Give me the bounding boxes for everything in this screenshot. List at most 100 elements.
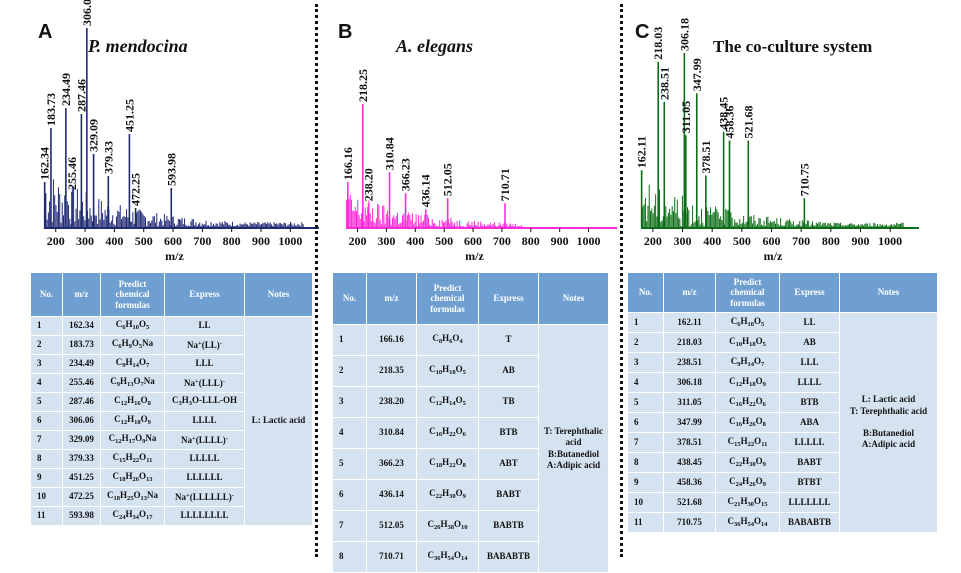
cell-express: Na+(LLLL)- <box>164 430 245 450</box>
cell-formula: C22H30O9 <box>416 479 479 511</box>
cell-express: BABT <box>779 452 840 473</box>
cell-express: BABABTB <box>478 541 539 573</box>
peak-assignment-table: No. m/z Predict chemical formulas Express No… <box>332 272 609 573</box>
table-row: 11 593.98 C24H34O17 LLLLLLLL <box>30 506 313 526</box>
peak-label: 472.25 <box>129 173 143 206</box>
x-tick-label: 400 <box>703 234 721 248</box>
peak-label: 311.05 <box>679 101 693 133</box>
table-row: 7 329.09 C12H17O9Na Na+(LLLL)- <box>30 430 313 450</box>
table-row: 1 166.16 C8H6O4 T T: Terephthalic acid B:But… <box>332 324 609 573</box>
panel-letter: A <box>38 21 52 43</box>
spectrum-plot: B A. elegans 166.16 218.25 238.20 310.84366.2… <box>338 21 617 263</box>
x-tick-label: 700 <box>193 234 211 248</box>
peak-label: 183.73 <box>44 93 58 126</box>
cell-express: BABABTB <box>779 512 840 533</box>
cell-no: 5 <box>627 392 664 413</box>
cell-formula: C12H18O9 <box>715 372 780 393</box>
x-axis-label: m/z <box>764 249 783 263</box>
x-axis-label: m/z <box>165 249 184 263</box>
cell-no: 5 <box>30 392 63 412</box>
peak-assignment-table: No. m/z Predict chemical formulas Express No… <box>627 272 938 533</box>
x-tick-label: 700 <box>792 234 810 248</box>
table-row: 7 512.05 C26H38O10 BABTB <box>332 510 609 542</box>
table-row: 1 162.11 C6H10O5 LL L: Lactic acid T: Tereph… <box>627 312 938 533</box>
column-header: Predict chemical formulas <box>416 272 479 325</box>
cell-no: 9 <box>30 468 63 488</box>
cell-no: 4 <box>627 372 664 393</box>
cell-mz: 710.75 <box>663 512 716 533</box>
cell-mz: 287.46 <box>62 392 101 412</box>
cell-express: BTBT <box>779 472 840 493</box>
column-header: Predict chemical formulas <box>715 272 780 313</box>
x-tick-label: 300 <box>377 234 395 248</box>
cell-formula: C8H6O4 <box>416 324 479 356</box>
cell-express: T <box>478 324 539 356</box>
cell-mz: 162.11 <box>663 312 716 333</box>
cell-mz: 366.23 <box>366 448 417 480</box>
cell-express: BABT <box>478 479 539 511</box>
cell-formula: C12H14O5 <box>416 386 479 418</box>
peak-label: 166.16 <box>341 147 355 180</box>
column-header: Notes <box>244 272 313 317</box>
cell-express: ABA <box>779 412 840 433</box>
cell-express: LLLL <box>164 411 245 431</box>
x-tick-label: 1000 <box>577 234 601 248</box>
cell-express: LL <box>779 312 840 333</box>
peak-label: 162.34 <box>38 147 52 180</box>
x-tick-label: 1000 <box>278 234 302 248</box>
peak-label: 218.03 <box>651 27 665 60</box>
x-tick-label: 200 <box>349 234 367 248</box>
cell-no: 7 <box>30 430 63 450</box>
cell-formula: C6H9O5Na <box>100 335 165 355</box>
table-row: 5 311.05 C16H22O6 BTB <box>627 392 938 413</box>
cell-express: LLLLL <box>164 449 245 469</box>
cell-mz: 379.33 <box>62 449 101 469</box>
table-header-row: No. m/z Predict chemical formulas Express No… <box>30 272 313 317</box>
x-tick-label: 800 <box>822 234 840 248</box>
panel-letter: C <box>635 21 649 43</box>
cell-no: 2 <box>332 355 367 387</box>
table-row: 4 310.84 C16H22O6 BTB <box>332 417 609 449</box>
cell-express: TB <box>478 386 539 418</box>
cell-express: LLLLLLLL <box>164 506 245 526</box>
peak-label: 366.23 <box>399 158 413 191</box>
cell-formula: C12H18O9 <box>100 411 165 431</box>
x-tick-label: 300 <box>674 234 692 248</box>
cell-mz: 378.51 <box>663 432 716 453</box>
cell-formula: C10H18O5 <box>715 332 780 353</box>
x-tick-label: 300 <box>76 234 94 248</box>
cell-formula: C36H54O14 <box>416 541 479 573</box>
column-header: Notes <box>839 272 938 313</box>
x-tick-label: 800 <box>223 234 241 248</box>
cell-no: 1 <box>332 324 367 356</box>
cell-no: 1 <box>30 316 63 336</box>
table-row: 11 710.75 C36H54O14 BABABTB <box>627 512 938 533</box>
panel-b: B A. elegans 166.16 218.25 238.20 310.84 366.2… <box>318 0 620 573</box>
chart-title: A. elegans <box>395 36 473 56</box>
cell-notes: T: Terephthalic acid B:Butanediol A:Adip… <box>538 324 609 573</box>
cell-no: 2 <box>627 332 664 353</box>
peak-label: 347.99 <box>690 58 704 91</box>
x-tick-label: 500 <box>733 234 751 248</box>
panel-c: C The co-culture system 162.11 218.03 238.51… <box>623 0 961 561</box>
peak-label: 593.98 <box>164 153 178 186</box>
panel-divider <box>620 4 623 557</box>
table-row: 9 458.36 C24H26O9 BTBT <box>627 472 938 493</box>
peak-label: 287.46 <box>74 79 88 112</box>
cell-no: 10 <box>30 487 63 507</box>
cell-express: C3H3O-LLL-OH <box>164 392 245 412</box>
cell-mz: 306.18 <box>663 372 716 393</box>
x-axis-label: m/z <box>465 249 484 263</box>
column-header: m/z <box>663 272 716 313</box>
cell-formula: C26H38O10 <box>416 510 479 542</box>
column-header: No. <box>332 272 367 325</box>
cell-formula: C12H17O9Na <box>100 430 165 450</box>
cell-express: LLLLLLL <box>779 492 840 513</box>
peak-label: 512.05 <box>441 163 455 196</box>
table-row: 6 436.14 C22H30O9 BABT <box>332 479 609 511</box>
cell-express: Na+(LL)- <box>164 335 245 355</box>
x-tick-label: 1000 <box>878 234 902 248</box>
x-tick-label: 200 <box>644 234 662 248</box>
column-header: Predict chemical formulas <box>100 272 165 317</box>
